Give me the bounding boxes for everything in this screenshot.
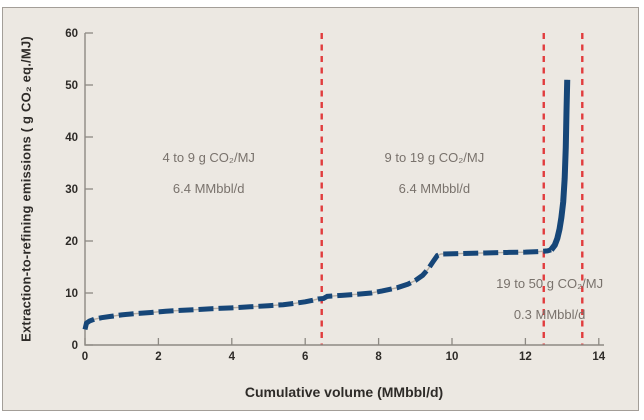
annotation-volume: 6.4 MMbbl/d <box>398 180 471 196</box>
x-tick-label: 8 <box>375 351 382 363</box>
y-tick-label: 20 <box>65 236 78 248</box>
y-axis-title: Extraction-to-refining emissions ( g CO₂… <box>18 36 34 342</box>
connector-line <box>84 79 568 330</box>
y-tick-label: 10 <box>65 288 78 300</box>
x-tick-label: 14 <box>592 351 605 363</box>
x-tick-label: 6 <box>302 351 308 363</box>
supply-curve-spike <box>548 79 571 252</box>
y-tick-label: 30 <box>65 184 78 196</box>
y-tick-label: 40 <box>65 132 78 144</box>
annotation-region-high: 19 to 50 g CO₂/MJ 0.3 MMbbl/d <box>496 276 603 323</box>
annotation-region-mid: 9 to 19 g CO₂/MJ 6.4 MMbbl/d <box>385 150 485 197</box>
annotation-emissions-range: 4 to 9 g CO₂/MJ <box>162 149 255 165</box>
x-tick-label: 2 <box>155 351 161 363</box>
emissions-chart: 0 2 4 6 8 10 12 14 0 10 20 30 40 50 60 <box>65 28 606 363</box>
supply-curve <box>82 247 552 330</box>
annotation-volume: 6.4 MMbbl/d <box>172 180 245 196</box>
x-axis-title: Cumulative volume (MMbbl/d) <box>244 384 444 400</box>
x-tick-label: 10 <box>446 351 459 363</box>
figure-panel: 0 2 4 6 8 10 12 14 0 10 20 30 40 50 60 Extraction-to-r… <box>2 7 639 411</box>
annotation-volume: 0.3 MMbbl/d <box>513 307 586 323</box>
x-tick-label: 4 <box>229 351 236 363</box>
y-tick-label: 50 <box>65 80 78 92</box>
annotation-emissions-range: 19 to 50 g CO₂/MJ <box>496 276 604 292</box>
annotation-emissions-range: 9 to 19 g CO₂/MJ <box>384 149 485 165</box>
y-tick-label: 0 <box>72 340 78 352</box>
x-tick-label: 12 <box>519 351 532 363</box>
annotation-region-low: 4 to 9 g CO₂/MJ 6.4 MMbbl/d <box>162 150 254 197</box>
x-tick-label: 0 <box>82 351 88 363</box>
y-tick-label: 60 <box>65 28 78 40</box>
